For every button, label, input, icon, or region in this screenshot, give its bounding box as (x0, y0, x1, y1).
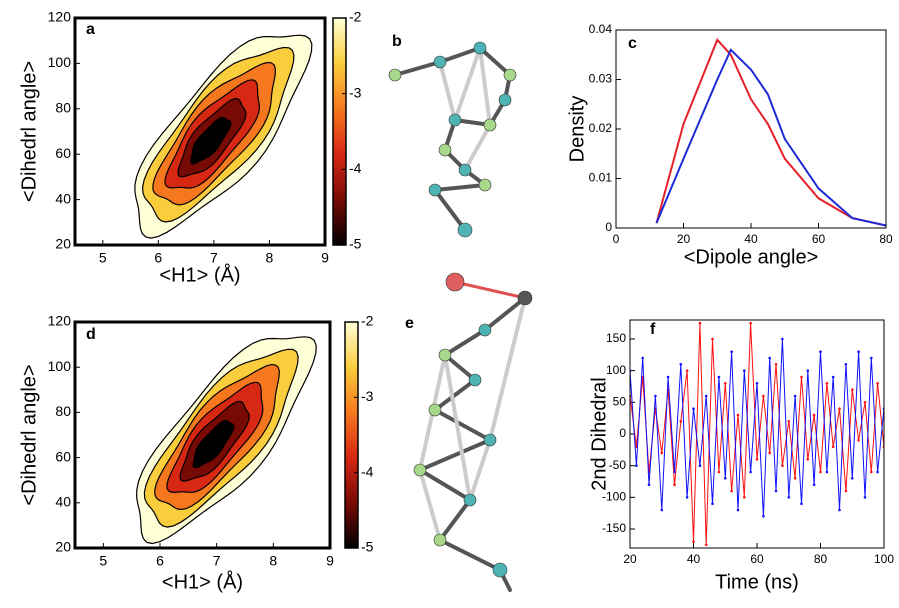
y-tick-label: 0.02 (589, 121, 613, 135)
x-tick-label: 40 (687, 552, 701, 566)
x-tick-label: 80 (879, 232, 893, 246)
x-tick-label: 8 (269, 553, 277, 569)
x-tick-label: 0 (613, 232, 620, 246)
x-tick-label: 7 (213, 553, 221, 569)
y-tick-label: 80 (55, 100, 71, 116)
y-tick-label: 60 (55, 145, 71, 161)
x-axis-label: <Dipole angle> (684, 246, 819, 268)
colorbar-tick-label: -2 (349, 9, 362, 25)
x-tick-label: 7 (210, 250, 218, 266)
y-tick-label: 20 (55, 236, 71, 252)
x-tick-label: 5 (99, 250, 107, 266)
x-tick-label: 5 (99, 553, 107, 569)
plot-frame (615, 29, 887, 229)
plot-frame (629, 319, 885, 549)
y-tick-label: 120 (48, 9, 72, 25)
panel-label: e (405, 315, 414, 332)
y-tick-label: 20 (55, 539, 71, 555)
y-axis-label: Density (566, 96, 588, 163)
plot-frame (73, 320, 332, 550)
y-tick-label: 40 (55, 190, 71, 206)
y-tick-label: 120 (48, 313, 72, 329)
structure-b (388, 41, 517, 238)
series-line (655, 48, 886, 227)
x-tick-label: 20 (623, 552, 637, 566)
y-tick-label: 0 (619, 426, 626, 440)
colorbar-tick-label: -2 (361, 313, 374, 329)
x-tick-label: 40 (744, 232, 758, 246)
x-axis-label: <H1> (Å) (162, 570, 243, 593)
panel-label: b (392, 33, 402, 50)
y-axis-label: <Dihedrl angle> (18, 364, 40, 505)
colorbar-tick-label: -4 (349, 160, 362, 176)
colorbar-tick-label: -5 (361, 539, 374, 555)
y-tick-label: -100 (602, 490, 626, 504)
x-axis-label: <H1> (Å) (159, 263, 240, 286)
x-tick-label: 6 (156, 553, 164, 569)
series-line (655, 38, 886, 227)
colorbar-tick-label: -3 (361, 388, 374, 404)
panel-label: d (86, 326, 96, 343)
y-axis-label: 2nd Dihedral (588, 377, 610, 490)
x-tick-label: 80 (814, 552, 828, 566)
x-tick-label: 8 (266, 250, 274, 266)
y-tick-label: 40 (55, 494, 71, 510)
structure-e (413, 272, 533, 592)
colorbar-tick-label: -3 (349, 84, 362, 100)
y-tick-label: 100 (606, 363, 626, 377)
colorbar (332, 17, 347, 246)
plot-background (616, 30, 886, 228)
plot-background (630, 320, 884, 548)
y-tick-label: 0.03 (589, 72, 613, 86)
y-tick-label: -150 (602, 521, 626, 535)
panel-label: c (628, 35, 637, 52)
y-tick-label: 100 (48, 358, 72, 374)
y-tick-label: -50 (609, 458, 627, 472)
y-tick-label: 0.04 (589, 22, 613, 36)
x-axis-label: Time (ns) (715, 571, 799, 593)
x-tick-label: 9 (321, 250, 329, 266)
y-tick-label: 60 (55, 448, 71, 464)
x-tick-label: 20 (677, 232, 691, 246)
x-tick-label: 100 (874, 552, 894, 566)
x-tick-label: 9 (326, 553, 334, 569)
y-tick-label: 80 (55, 403, 71, 419)
y-tick-label: 50 (613, 395, 627, 409)
y-tick-label: 150 (606, 331, 626, 345)
x-tick-label: 60 (812, 232, 826, 246)
y-axis-label: <Dihedrl angle> (18, 61, 40, 202)
panel-label: f (650, 321, 656, 338)
x-tick-label: 60 (750, 552, 764, 566)
y-tick-label: 0 (605, 220, 612, 234)
series-line (630, 337, 884, 518)
x-tick-label: 6 (154, 250, 162, 266)
colorbar (344, 321, 359, 549)
colorbar-tick-label: -5 (349, 236, 362, 252)
y-tick-label: 0.01 (589, 171, 613, 185)
panel-label: a (86, 21, 95, 38)
y-tick-label: 100 (48, 54, 72, 70)
contour-level (190, 116, 232, 165)
contour-level (192, 419, 235, 469)
colorbar-tick-label: -4 (361, 463, 374, 479)
plot-frame (73, 16, 327, 247)
